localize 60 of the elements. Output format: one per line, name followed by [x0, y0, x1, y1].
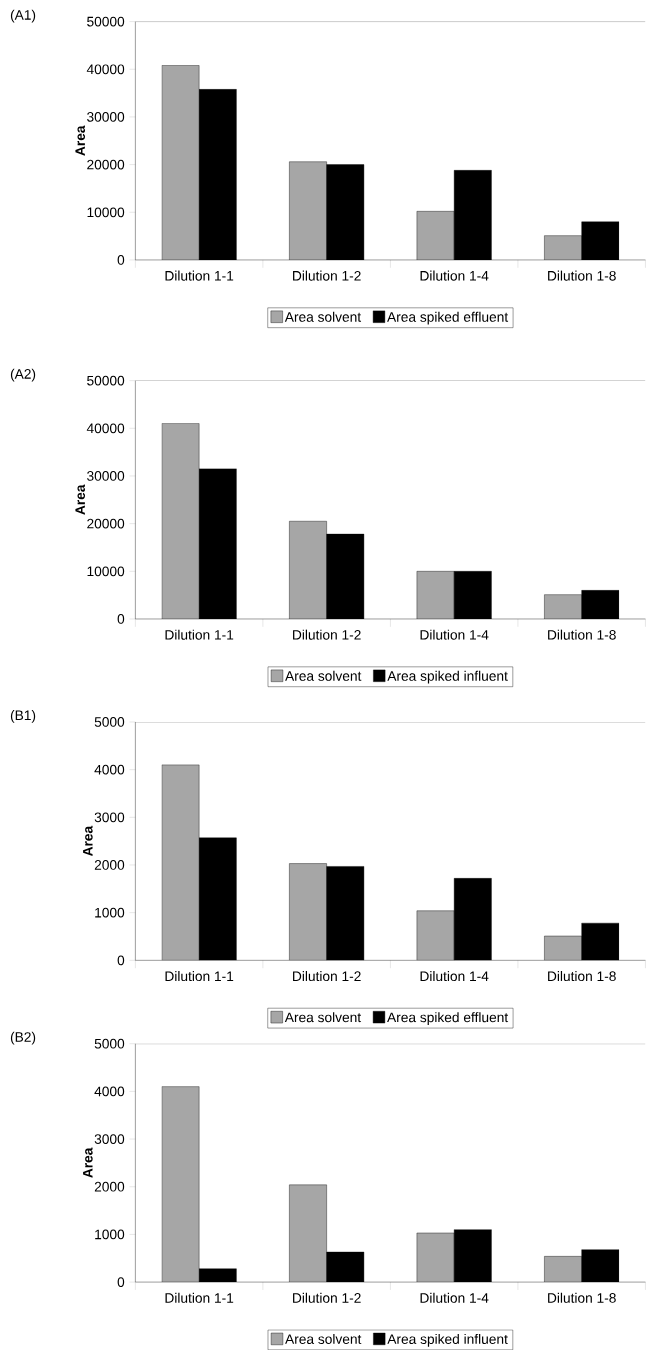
legend-label: Area solvent [284, 670, 362, 681]
y-tick-label: 0 [117, 255, 124, 265]
y-tick-label: 30000 [86, 471, 124, 481]
legend-label: Area spiked effluent [386, 1012, 508, 1025]
y-tick-label: 2000 [94, 1181, 124, 1192]
text: (B2) [10, 1031, 35, 1045]
y-tick-label: 5000 [94, 1038, 124, 1049]
x-tick-label: Dilution 1-8 [547, 1292, 616, 1303]
x-tick-label: Dilution 1-8 [547, 629, 616, 640]
y-tick-label: 0 [117, 1277, 124, 1287]
x-tick-label: Dilution 1-4 [420, 971, 489, 982]
x-tick-label: Dilution 1-1 [165, 1292, 233, 1303]
y-axis-title: Area [82, 825, 93, 857]
y-tick-label: 30000 [86, 112, 124, 122]
text: (A2) [10, 368, 35, 382]
y-tick-label: 20000 [87, 159, 124, 170]
y-tick-label: 1000 [95, 1229, 124, 1240]
x-tick-label: Dilution 1-2 [292, 971, 361, 982]
legend-label: Area solvent [284, 1012, 361, 1023]
y-axis-title: Area [75, 125, 85, 156]
legend-label: Area spiked influent [387, 1333, 508, 1347]
y-tick-label: 0 [117, 614, 124, 624]
legend-label: Area solvent [284, 1333, 362, 1344]
x-tick-label: Dilution 1-4 [420, 629, 489, 640]
x-tick-label: Dilution 1-1 [165, 270, 233, 281]
x-tick-label: Dilution 1-4 [420, 1292, 489, 1303]
y-tick-label: 4000 [94, 764, 124, 775]
text: (A1) [10, 9, 35, 23]
y-axis-title: Area [82, 1147, 93, 1178]
y-tick-label: 40000 [86, 423, 124, 434]
bar [161, 423, 199, 619]
y-tick-label: 50000 [86, 16, 124, 27]
y-tick-label: 0 [117, 955, 124, 966]
text: (B1) [10, 710, 35, 723]
legend-label: Area solvent [284, 311, 361, 322]
x-tick-label: Dilution 1-2 [292, 629, 361, 640]
x-tick-label: Dilution 1-2 [292, 270, 361, 281]
x-tick-label: Dilution 1-1 [165, 971, 233, 982]
x-tick-label: Dilution 1-1 [165, 629, 233, 640]
y-tick-label: 5000 [94, 717, 124, 727]
y-tick-label: 10000 [87, 566, 124, 577]
bar [544, 594, 582, 619]
x-tick-label: Dilution 1-4 [420, 270, 489, 281]
y-tick-label: 3000 [94, 1134, 124, 1144]
y-tick-label: 1000 [95, 907, 124, 918]
bar [289, 521, 327, 619]
legend-label: Area spiked effluent [386, 311, 508, 325]
y-tick-label: 50000 [86, 375, 124, 386]
legend-label: Area spiked influent [387, 670, 508, 684]
y-tick-label: 40000 [86, 64, 124, 75]
y-tick-label: 2000 [94, 860, 124, 870]
y-tick-label: 10000 [87, 207, 124, 218]
x-tick-label: Dilution 1-8 [547, 971, 616, 982]
y-tick-label: 20000 [87, 518, 124, 529]
y-tick-label: 4000 [94, 1086, 124, 1097]
bar [416, 571, 454, 619]
y-axis-title: Area [75, 484, 85, 515]
x-tick-label: Dilution 1-2 [292, 1292, 361, 1303]
y-tick-label: 3000 [94, 812, 124, 823]
x-tick-label: Dilution 1-8 [547, 270, 616, 281]
